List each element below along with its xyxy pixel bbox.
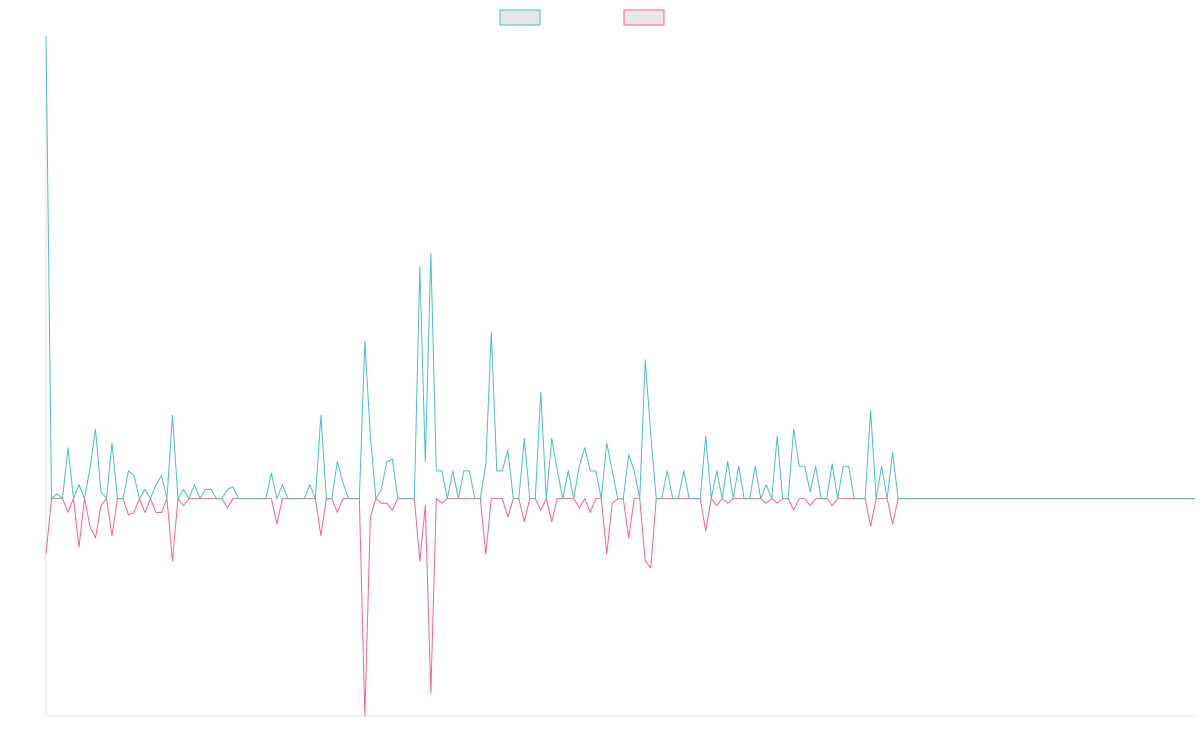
series-line — [45, 498, 1195, 717]
legend-box — [499, 9, 541, 26]
legend-box — [623, 9, 665, 26]
series-line — [45, 35, 1195, 500]
